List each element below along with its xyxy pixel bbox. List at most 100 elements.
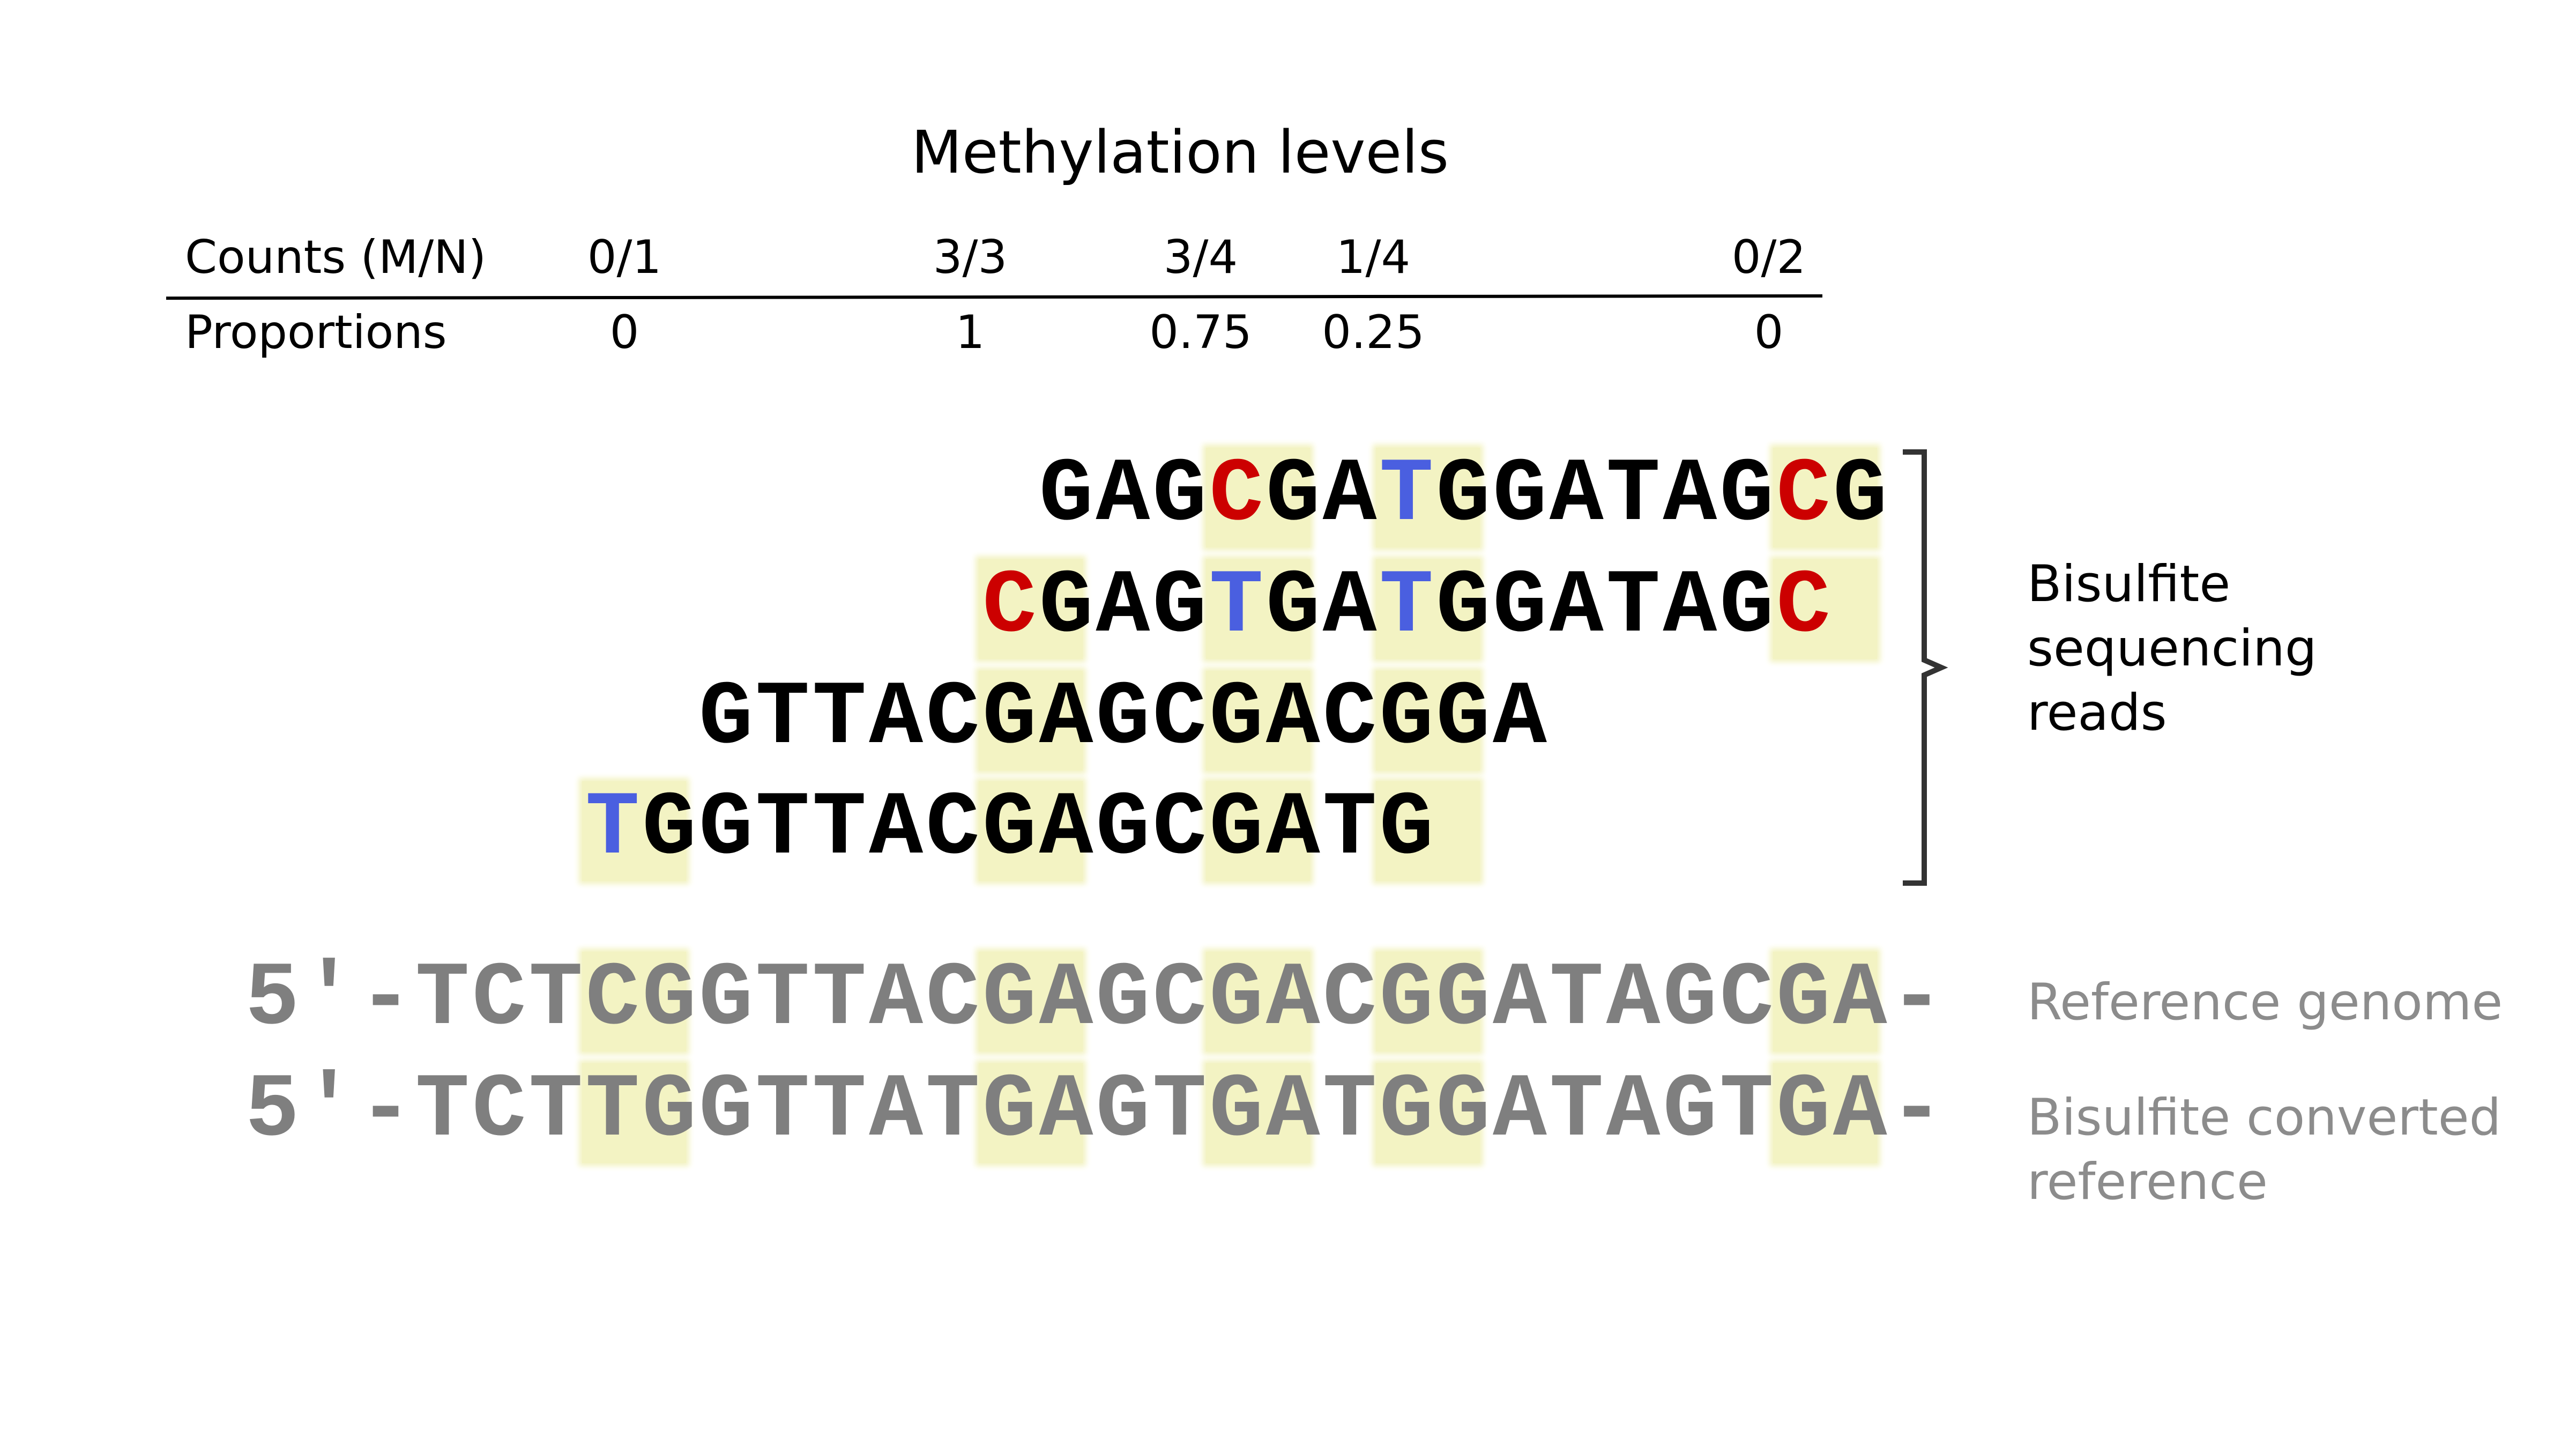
sequencing-read: GTTACGAGCGACGGA	[697, 673, 1548, 764]
nucleotide: G	[1436, 668, 1491, 769]
nucleotide: T	[585, 778, 640, 880]
nucleotide: G	[1379, 668, 1434, 769]
proportion-site-2: 1	[955, 306, 985, 359]
nucleotide: T	[1209, 556, 1263, 658]
nucleotide: G	[982, 778, 1037, 880]
cpg-highlight	[1376, 559, 1480, 659]
nucleotide: G	[1152, 444, 1207, 546]
nucleotide: G	[1039, 556, 1093, 658]
nucleotide: A	[1663, 556, 1717, 658]
converted-reference-label: Bisulfite converted reference	[2027, 1088, 2501, 1211]
converted-reference-sequence: 5′-TCTTGGTTATGAGTGATGGATAGTGA-	[244, 1066, 1945, 1156]
nucleotide: 5	[245, 949, 300, 1050]
nucleotide: G	[1719, 556, 1774, 658]
cpg-highlight	[1376, 671, 1480, 770]
cpg-highlight	[1205, 952, 1310, 1051]
nucleotide: T	[755, 949, 810, 1050]
nucleotide: A	[1549, 444, 1604, 546]
nucleotide: C	[472, 1060, 526, 1162]
nucleotide: T	[1379, 444, 1434, 546]
nucleotide: A	[1833, 949, 1887, 1050]
nucleotide: C	[472, 949, 526, 1050]
nucleotide: G	[1663, 1060, 1717, 1162]
cpg-highlight	[1376, 1063, 1480, 1163]
nucleotide: G	[1436, 444, 1491, 546]
count-site-3: 3/4	[1163, 231, 1238, 284]
nucleotide: G	[642, 778, 696, 880]
nucleotide: C	[1152, 949, 1207, 1050]
nucleotide: A	[1265, 778, 1320, 880]
nucleotide: G	[1096, 1060, 1150, 1162]
nucleotide: ′	[302, 949, 356, 1050]
cpg-highlight	[979, 952, 1083, 1051]
nucleotide: T	[926, 1060, 980, 1162]
nucleotide: G	[642, 1060, 696, 1162]
nucleotide: G	[1776, 949, 1830, 1050]
nucleotide: G	[1663, 949, 1717, 1050]
nucleotide: G	[1209, 778, 1263, 880]
nucleotide: G	[1096, 949, 1150, 1050]
nucleotide: C	[926, 778, 980, 880]
nucleotide: G	[698, 668, 753, 769]
cpg-highlight	[582, 952, 686, 1051]
cpg-highlight	[979, 559, 1083, 659]
nucleotide: T	[585, 1060, 640, 1162]
nucleotide: G	[1719, 444, 1774, 546]
nucleotide: T	[812, 1060, 867, 1162]
nucleotide: A	[1039, 668, 1093, 769]
cpg-highlight	[1773, 1063, 1877, 1163]
nucleotide: G	[698, 949, 753, 1050]
count-site-2: 3/3	[933, 231, 1008, 284]
nucleotide: -	[359, 1060, 413, 1162]
nucleotide: A	[1493, 1060, 1547, 1162]
nucleotide: T	[755, 778, 810, 880]
nucleotide: C	[1152, 668, 1207, 769]
nucleotide: A	[1265, 949, 1320, 1050]
nucleotide: T	[1322, 1060, 1377, 1162]
nucleotide: T	[1322, 778, 1377, 880]
nucleotide: T	[755, 1060, 810, 1162]
nucleotide: G	[1493, 444, 1547, 546]
nucleotide: C	[926, 668, 980, 769]
nucleotide: T	[755, 668, 810, 769]
reference-genome-label: Reference genome	[2027, 973, 2503, 1032]
nucleotide: G	[1833, 444, 1887, 546]
nucleotide: G	[1436, 1060, 1491, 1162]
cpg-highlight	[1376, 781, 1480, 881]
nucleotide: A	[869, 778, 924, 880]
nucleotide: A	[1096, 556, 1150, 658]
bracket-icon	[1903, 449, 1948, 886]
nucleotide: G	[1436, 949, 1491, 1050]
nucleotide: A	[1039, 778, 1093, 880]
proportion-site-5: 0	[1754, 306, 1784, 359]
cpg-highlight	[1205, 1063, 1310, 1163]
nucleotide: G	[1379, 1060, 1434, 1162]
nucleotide: A	[1493, 668, 1547, 769]
nucleotide: C	[585, 949, 640, 1050]
nucleotide: G	[1209, 668, 1263, 769]
cpg-highlight	[979, 671, 1083, 770]
counts-label: Counts (M/N)	[185, 231, 487, 284]
nucleotide: T	[415, 949, 470, 1050]
cpg-highlight	[1205, 559, 1310, 659]
nucleotide: G	[1436, 556, 1491, 658]
cpg-highlight	[1376, 952, 1480, 1051]
proportions-label: Proportions	[185, 306, 447, 359]
nucleotide: T	[1152, 1060, 1207, 1162]
nucleotide: C	[1152, 778, 1207, 880]
nucleotide: -	[1889, 1060, 1944, 1162]
cpg-highlight	[1205, 781, 1310, 881]
cpg-highlight	[582, 781, 686, 881]
nucleotide: G	[1379, 949, 1434, 1050]
nucleotide: C	[1322, 668, 1377, 769]
nucleotide: A	[869, 668, 924, 769]
proportion-site-3: 0.75	[1149, 306, 1252, 359]
nucleotide: C	[1719, 949, 1774, 1050]
nucleotide: A	[869, 949, 924, 1050]
nucleotide: C	[1776, 556, 1830, 658]
reads-label: Bisulfite sequencing reads	[2027, 555, 2317, 742]
nucleotide: T	[812, 668, 867, 769]
nucleotide: C	[1209, 444, 1263, 546]
nucleotide: G	[1265, 556, 1320, 658]
nucleotide: A	[1322, 444, 1377, 546]
